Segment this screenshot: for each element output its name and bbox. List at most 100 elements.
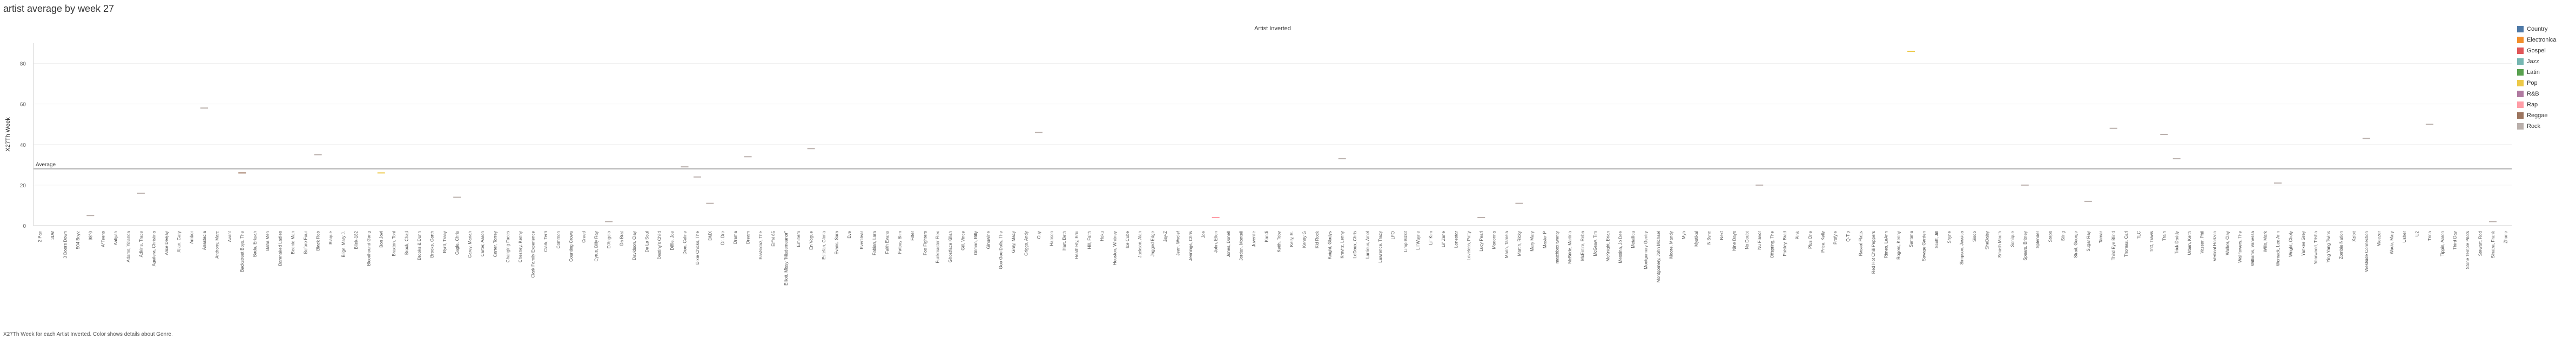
y-tick-label: 60 [20,102,26,108]
x-tick-label: 98^0 [88,230,93,240]
x-tick-label: Estefan, Gloria [822,230,826,259]
x-tick-label: Stewart, Rod [2478,231,2483,256]
x-tick-label: Scott, Jill [1934,231,1939,248]
x-tick-label: Profyle [1833,230,1838,244]
x-tick-label: Metallica [1631,230,1636,248]
average-reference-line: Average [33,162,2512,170]
x-tick-label: U2 [2414,230,2419,236]
x-tick-label: Clark Family Experience [531,230,536,277]
x-tick-label: 3LW [50,231,55,240]
x-tick-label: Xzibit [2351,230,2356,241]
x-tick-label: Anastacia [202,230,207,250]
x-tick-label: Larrieux, Amel [1366,231,1370,259]
x-tick-label: Sonique [2010,230,2015,247]
x-tick-label: Kelly, R. [1289,231,1294,247]
x-tick-label: Rogers, Kenny [1896,231,1901,260]
x-tick-label: N'Sync [1707,231,1712,245]
x-tick-label: Juvenile [1252,230,1256,247]
x-tick-label: Dion, Celine [683,230,688,254]
x-tick-label: Weezer [2377,231,2382,246]
x-tick-label: Stone Temple Pilots [2465,231,2470,269]
x-tick-label: Spears, Britney [2023,231,2028,261]
x-tick-label: Dixie Chicks, The [695,230,700,265]
legend-item: Pop [2517,78,2556,89]
gridlines [33,43,2512,226]
x-tick-label: Guy [1037,231,1041,239]
x-tick-label: Blige, Mary J. [341,231,346,257]
legend-swatch [2517,48,2524,54]
x-tick-label: Plus One [1808,230,1813,248]
x-tick-label: Ying Yang Twins [2326,231,2331,262]
x-tick-label: Funkmaster Flex [936,231,940,263]
x-tick-label: Creed [581,231,586,243]
x-tick-label: Shyne [1947,230,1952,243]
x-tick-label: Tippin, Aaron [2440,231,2445,256]
legend-swatch [2517,58,2524,65]
x-tick-label: Jones, Donell [1226,231,1231,257]
x-tick-label: Yearwood, Trisha [2313,230,2318,264]
x-tick-label: Evans, Sara [834,230,839,254]
x-tick-label: Keith, Toby [1277,231,1282,252]
legend-label: Country [2527,26,2548,32]
x-tick-label: Bon Jovi [379,231,384,248]
x-tick-label: 2 Pac [38,231,43,242]
x-tick-label: McKnight, Brian [1605,231,1610,261]
legend-swatch [2517,91,2524,97]
legend-item: Country [2517,24,2556,35]
x-tick-label: Jagged Edge [1151,230,1155,256]
x-tick-label: matchbox twenty [1555,231,1560,263]
x-tick-label: Thomas, Carl [2124,231,2129,257]
x-tick-label: Hill, Faith [1087,231,1092,249]
x-tick-label: Hanson [1049,231,1054,246]
legend-item: Latin [2517,67,2556,78]
x-tick-label: Brooks, Garth [429,231,434,257]
legend-label: Electronica [2527,37,2557,43]
legend-item: R&B [2517,89,2556,99]
x-tick-label: Gray, Macy [1011,231,1016,253]
x-tick-label: Aaliyah [113,231,118,245]
x-tick-label: Wills, Mark [2263,230,2268,252]
x-tick-label: Mary Mary [1530,231,1535,252]
x-tick-label: Rimes, LeAnn [1884,231,1888,258]
y-tick-label: 80 [20,62,26,67]
x-tick-label: Messina, Jo Dee [1618,230,1623,263]
x-tick-label: Ginuwine [986,230,991,249]
x-tick-label: Savage Garden [1922,231,1927,261]
y-tick-label: 0 [23,223,26,229]
x-tick-label: Kravitz, Lenny [1340,231,1345,259]
x-tick-label: Train [2162,231,2167,241]
x-tick-label: Madonna [1492,230,1497,249]
x-tick-label: Splender [2035,231,2040,248]
x-tick-label: LFO [1390,231,1395,240]
legend-label: Rap [2527,101,2538,108]
x-tick-label: Third Day [2453,231,2458,250]
legend-item: Gospel [2517,45,2556,56]
legend-label: R&B [2527,91,2539,97]
x-tick-label: Q-Tip [1846,230,1851,241]
x-tick-label: Blink-182 [354,230,359,249]
x-tick-label: Byrd, Tracy [442,231,447,253]
x-tick-label: Baha Men [265,231,270,250]
x-tick-label: Badu, Erkyah [253,231,258,257]
x-tick-label: Adams, Yolanda [126,230,131,262]
x-tick-label: Knight, Gladys [1327,231,1332,259]
legend-swatch [2517,69,2524,76]
x-tick-label: Red Hot Chili Peppers [1871,231,1876,274]
x-tick-label: Lil' Kim [1429,231,1434,245]
x-tick-label: Houston, Whitney [1112,231,1117,265]
x-tick-label: Mystikal [1694,231,1699,247]
x-tick-label: Sisqo [1972,230,1977,242]
x-tick-label: Anthony, Marc [214,231,219,259]
x-tick-label: Wallflowers, The [2238,230,2243,262]
legend-item: Electronica [2517,35,2556,45]
chart-title: Artist Inverted [1254,25,1291,32]
legend-label: Jazz [2527,58,2539,65]
x-tick-label: Womack, Lee Ann [2276,231,2281,266]
x-tick-label: Eiffel 65 [771,230,776,246]
x-tick-label: Avant [227,230,232,242]
x-tick-label: Cagle, Chris [455,231,460,255]
x-tick-label: Carter, Torrey [493,231,497,257]
x-tick-label: Drama [733,230,738,244]
x-tick-label: 3 Doors Down [63,231,68,259]
x-tick-label: Eminem [796,231,801,247]
